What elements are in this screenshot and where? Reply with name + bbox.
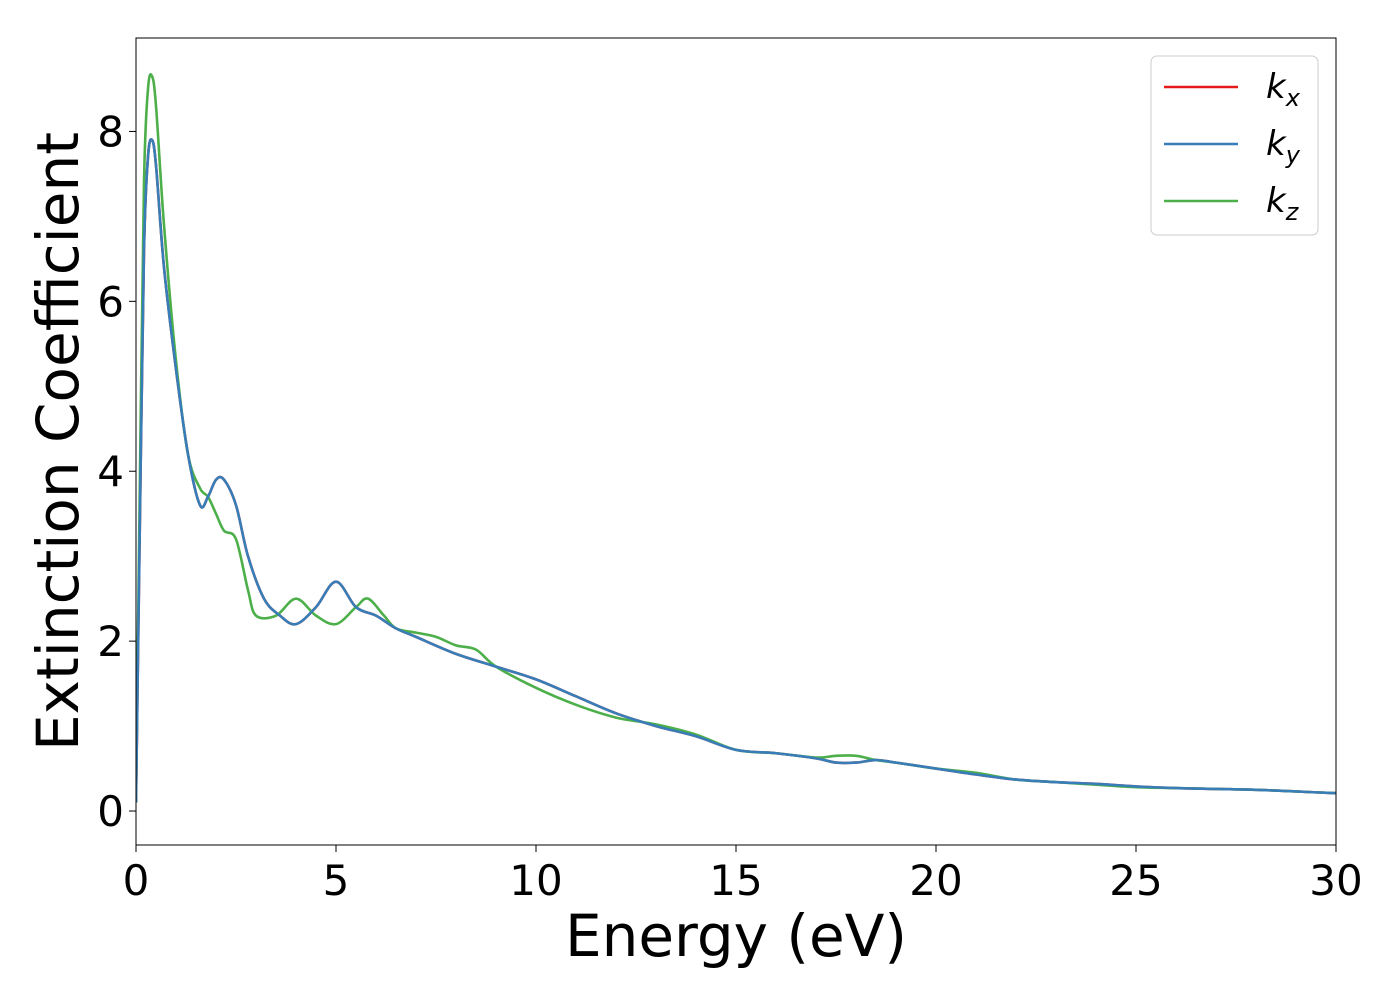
legend-label-ky: ky [1266, 124, 1301, 169]
x-tick-label: 25 [1109, 856, 1162, 905]
x-axis: 0 5 10 15 20 25 30 [123, 845, 1363, 905]
y-tick-label: 8 [97, 107, 124, 156]
y-axis-label: Extinction Coefficient [24, 132, 92, 751]
legend-label-kx: kx [1266, 67, 1301, 112]
series-line-ky [136, 138, 1336, 803]
y-tick-label: 6 [97, 277, 124, 326]
y-axis: 0 2 4 6 8 [97, 107, 136, 836]
x-tick-label: 5 [323, 856, 350, 905]
x-tick-label: 10 [509, 856, 562, 905]
legend-box [1150, 55, 1319, 236]
y-tick-label: 0 [97, 787, 124, 836]
y-tick-label: 4 [97, 447, 124, 496]
x-tick-label: 15 [709, 856, 762, 905]
x-tick-label: 0 [123, 856, 150, 905]
y-tick-label: 2 [97, 617, 124, 666]
x-tick-label: 30 [1309, 856, 1362, 905]
plot-area [136, 73, 1336, 803]
x-axis-label: Energy (eV) [565, 902, 907, 970]
x-tick-label: 20 [909, 856, 962, 905]
series-line-kz [136, 73, 1336, 803]
legend: kx ky kz [1150, 55, 1319, 236]
legend-label-kz: kz [1266, 181, 1300, 226]
